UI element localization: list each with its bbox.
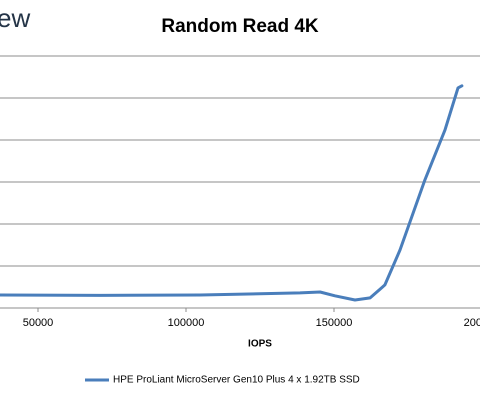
x-tick-label: 200000 bbox=[464, 317, 480, 329]
x-tick-label: 50000 bbox=[23, 317, 54, 329]
x-tick-label: 100000 bbox=[168, 317, 205, 329]
series-line bbox=[0, 84, 464, 302]
chart-title: Random Read 4K bbox=[161, 16, 319, 37]
legend-label: HPE ProLiant MicroServer Gen10 Plus 4 x … bbox=[113, 375, 360, 386]
watermark: ew bbox=[0, 3, 30, 33]
x-tick-label: 150000 bbox=[316, 317, 353, 329]
x-axis-label: IOPS bbox=[248, 339, 272, 350]
